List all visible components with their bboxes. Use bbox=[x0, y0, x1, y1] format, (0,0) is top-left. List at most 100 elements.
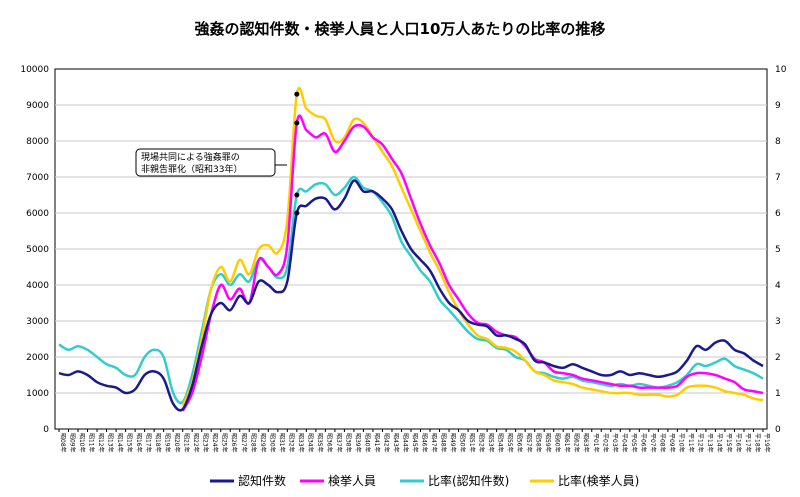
y-right-tick-label: 8 bbox=[775, 137, 781, 147]
x-tick-label: 昭21年 bbox=[183, 433, 191, 453]
x-tick-label: 昭36年 bbox=[325, 433, 333, 453]
x-tick-label: 昭38年 bbox=[344, 433, 352, 453]
x-tick-label: 平12年 bbox=[696, 433, 704, 453]
y-right-tick-label: 10 bbox=[775, 65, 787, 75]
point-marker bbox=[294, 210, 300, 216]
annotation-box bbox=[135, 148, 276, 177]
x-tick-label: 昭24年 bbox=[211, 433, 219, 453]
x-tick-label: 昭62年 bbox=[573, 433, 581, 453]
x-tick-label: 昭46年 bbox=[421, 433, 429, 453]
x-tick-label: 昭27年 bbox=[240, 433, 248, 453]
x-tick-label: 平01年 bbox=[592, 433, 600, 453]
x-tick-label: 平15年 bbox=[725, 433, 733, 453]
series-line-0 bbox=[58, 179, 764, 412]
x-tick-label: 平03年 bbox=[611, 433, 619, 453]
x-tick-label: 昭30年 bbox=[268, 433, 276, 453]
x-tick-label: 昭31年 bbox=[278, 433, 286, 453]
legend-label-3: 比率(検挙人員) bbox=[558, 473, 639, 488]
y-right-tick-label: 3 bbox=[775, 317, 781, 327]
series-line-2 bbox=[58, 175, 764, 405]
x-tick-label: 昭18年 bbox=[154, 433, 162, 453]
y-left-tick-label: 2000 bbox=[26, 353, 49, 363]
legend-label-2: 比率(認知件数) bbox=[428, 473, 509, 488]
y-left-tick-label: 8000 bbox=[26, 137, 49, 147]
x-tick-label: 平05年 bbox=[630, 433, 638, 453]
x-tick-label: 昭43年 bbox=[392, 433, 400, 453]
x-tick-label: 昭19年 bbox=[164, 433, 172, 453]
x-tick-label: 昭08年 bbox=[59, 433, 67, 453]
x-tick-label: 昭17年 bbox=[145, 433, 153, 453]
right-axis: 0 1 2 3 4 5 6 7 8 9 10 bbox=[775, 65, 787, 435]
x-tick-label: 昭45年 bbox=[411, 433, 419, 453]
x-tick-label: 平02年 bbox=[601, 433, 609, 453]
x-tick-label: 昭33年 bbox=[297, 433, 305, 453]
x-tick-label: 昭29年 bbox=[259, 433, 267, 453]
x-tick-label: 平17年 bbox=[744, 433, 752, 453]
y-left-tick-label: 6000 bbox=[26, 209, 49, 219]
x-tick-label: 平11年 bbox=[687, 433, 695, 453]
x-tick-label: 昭48年 bbox=[440, 433, 448, 453]
legend-label-1: 検挙人員 bbox=[328, 474, 376, 488]
x-tick-label: 昭57年 bbox=[525, 433, 533, 453]
x-tick-label: 昭37年 bbox=[335, 433, 343, 453]
y-left-tick-label: 5000 bbox=[26, 245, 49, 255]
x-tick-label: 昭49年 bbox=[449, 433, 457, 453]
y-right-tick-label: 6 bbox=[775, 209, 781, 219]
x-tick-label: 平04年 bbox=[620, 433, 628, 453]
x-tick-label: 昭11年 bbox=[88, 433, 96, 453]
x-tick-label: 昭13年 bbox=[107, 433, 115, 453]
y-left-tick-label: 9000 bbox=[26, 101, 49, 111]
x-tick-label: 昭25年 bbox=[221, 433, 229, 453]
x-tick-label: 昭54年 bbox=[497, 433, 505, 453]
x-tick-label: 昭32年 bbox=[287, 433, 295, 453]
y-left-tick-label: 4000 bbox=[26, 281, 49, 291]
x-tick-label: 昭10年 bbox=[78, 433, 86, 453]
x-tick-label: 平06年 bbox=[639, 433, 647, 453]
x-tick-label: 昭22年 bbox=[192, 433, 200, 453]
y-left-tick-label: 0 bbox=[43, 425, 49, 435]
x-tick-label: 昭58年 bbox=[535, 433, 543, 453]
x-tick-label: 昭20年 bbox=[173, 433, 181, 453]
x-tick-label: 平14年 bbox=[715, 433, 723, 453]
y-right-tick-label: 7 bbox=[775, 173, 781, 183]
x-tick-label: 昭39年 bbox=[354, 433, 362, 453]
y-right-tick-label: 5 bbox=[775, 245, 781, 255]
legend: 認知件数 検挙人員 比率(認知件数) 比率(検挙人員) bbox=[210, 473, 639, 488]
x-tick-label: 昭09年 bbox=[69, 433, 77, 453]
x-tick-label: 昭35年 bbox=[316, 433, 324, 453]
x-tick-label: 昭60年 bbox=[554, 433, 562, 453]
legend-label-0: 認知件数 bbox=[238, 473, 286, 488]
y-right-tick-label: 2 bbox=[775, 353, 781, 363]
x-tick-label: 昭15年 bbox=[126, 433, 134, 453]
y-left-tick-label: 10000 bbox=[20, 65, 49, 75]
x-tick-label: 平07年 bbox=[649, 433, 657, 453]
x-tick-label: 昭61年 bbox=[563, 433, 571, 453]
y-left-tick-label: 3000 bbox=[26, 317, 49, 327]
x-tick-label: 昭50年 bbox=[459, 433, 467, 453]
x-tick-label: 昭55年 bbox=[506, 433, 514, 453]
x-tick-label: 平10年 bbox=[677, 433, 685, 453]
x-tick-label: 昭28年 bbox=[249, 433, 257, 453]
x-tick-label: 平09年 bbox=[668, 433, 676, 453]
x-tick-label: 平16年 bbox=[734, 433, 742, 453]
x-tick-label: 昭41年 bbox=[373, 433, 381, 453]
marker-layer bbox=[294, 91, 300, 216]
x-tick-label: 昭16年 bbox=[135, 433, 143, 453]
x-tick-label: 昭53年 bbox=[487, 433, 495, 453]
x-axis: 昭08年 昭09年 昭10年 昭11年 昭12年 昭13年 昭14年 昭15年 昭16年 昭17年… bbox=[58, 429, 771, 453]
y-left-tick-label: 1000 bbox=[26, 389, 49, 399]
chart-title: 強姦の認知件数・検挙人員と人口10万人あたりの比率の推移 bbox=[195, 20, 606, 38]
point-marker bbox=[294, 91, 300, 97]
y-right-tick-label: 1 bbox=[775, 389, 781, 399]
x-tick-label: 昭34年 bbox=[306, 433, 314, 453]
x-tick-label: 昭12年 bbox=[97, 433, 105, 453]
annotation: 現場共同による強姦罪の 非親告罪化（昭和33年） bbox=[135, 148, 287, 177]
x-tick-label: 昭26年 bbox=[230, 433, 238, 453]
x-tick-label: 昭40年 bbox=[363, 433, 371, 453]
annotation-line-2: 非親告罪化（昭和33年） bbox=[141, 163, 242, 175]
y-left-tick-label: 7000 bbox=[26, 173, 49, 183]
x-tick-label: 平08年 bbox=[658, 433, 666, 453]
annotation-line-1: 現場共同による強姦罪の bbox=[141, 151, 240, 163]
x-tick-label: 昭63年 bbox=[582, 433, 590, 453]
